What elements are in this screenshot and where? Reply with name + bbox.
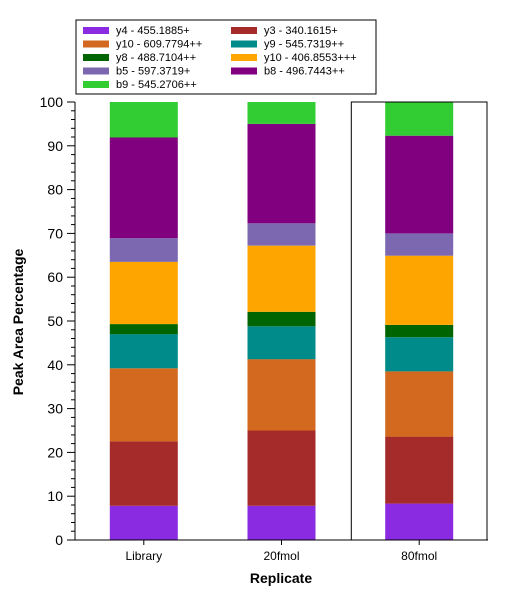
legend-entry-2: y10 - 609.7794++ — [116, 39, 202, 51]
y-tick-label-20: 20 — [47, 444, 63, 460]
bar-segment-library-2[interactable] — [109, 368, 178, 442]
legend-entry-7: b8 - 496.7443++ — [264, 66, 345, 78]
y-axis-title: Peak Area Percentage — [10, 249, 26, 396]
legend-box — [75, 19, 377, 95]
bar-segment-library-0[interactable] — [109, 505, 178, 540]
legend-swatch-8 — [83, 81, 109, 88]
bar-segment-80fmol-0[interactable] — [385, 503, 454, 540]
legend-swatch-3 — [231, 40, 257, 48]
legend-entry-8: b9 - 545.2706++ — [116, 79, 197, 91]
legend-swatch-6 — [83, 67, 109, 75]
y-tick-label-70: 70 — [47, 225, 63, 241]
y-tick-label-10: 10 — [47, 488, 63, 504]
bar-segment-library-8[interactable] — [109, 102, 178, 138]
bar-segment-80fmol-1[interactable] — [385, 436, 454, 504]
y-tick-label-50: 50 — [47, 313, 63, 329]
bar-segment-20fmol-8[interactable] — [247, 102, 316, 124]
y-tick-label-40: 40 — [47, 357, 63, 373]
legend: y4 - 455.1885+ y3 - 340.1615+ y10 - 609.77… — [75, 19, 377, 95]
y-tick-label-100: 100 — [40, 94, 64, 110]
legend-swatch-1 — [231, 27, 257, 34]
bar-segment-20fmol-4[interactable] — [247, 311, 316, 327]
legend-entry-4: y8 - 488.7104++ — [116, 52, 196, 64]
legend-swatch-7 — [231, 67, 257, 75]
bar-segment-80fmol-3[interactable] — [385, 337, 454, 372]
x-tick-label-library: Library — [125, 549, 162, 563]
bar-segment-20fmol-7[interactable] — [247, 123, 316, 224]
legend-entry-0: y4 - 455.1885+ — [116, 25, 190, 37]
x-axis-title: Replicate — [250, 570, 312, 586]
legend-swatch-5 — [231, 54, 257, 61]
legend-swatch-0 — [83, 27, 109, 34]
legend-entry-3: y9 - 545.7319++ — [264, 39, 344, 51]
x-tick-label-20fmol: 20fmol — [263, 549, 299, 563]
y-tick-label-90: 90 — [47, 138, 63, 154]
bar-segment-library-3[interactable] — [109, 334, 178, 369]
bar-segment-20fmol-2[interactable] — [247, 359, 316, 431]
legend-swatch-4 — [83, 54, 109, 61]
bar-segment-20fmol-6[interactable] — [247, 223, 316, 246]
bar-segment-80fmol-2[interactable] — [385, 371, 454, 437]
bar-segment-library-1[interactable] — [109, 441, 178, 506]
bar-segment-library-6[interactable] — [109, 238, 178, 262]
legend-swatch-2 — [83, 40, 109, 48]
x-tick-label-80fmol: 80fmol — [401, 549, 437, 563]
bar-segment-80fmol-5[interactable] — [385, 255, 454, 325]
y-tick-label-60: 60 — [47, 269, 63, 285]
bar-segment-80fmol-7[interactable] — [385, 135, 454, 234]
legend-entry-6: b5 - 597.3719+ — [116, 66, 190, 78]
bar-segment-library-4[interactable] — [109, 324, 178, 335]
bars[interactable] — [109, 101, 488, 541]
bar-segment-library-7[interactable] — [109, 137, 178, 239]
legend-entry-1: y3 - 340.1615+ — [264, 25, 338, 37]
bar-segment-80fmol-4[interactable] — [385, 324, 454, 338]
bar-segment-20fmol-1[interactable] — [247, 430, 316, 506]
y-tick-label-80: 80 — [47, 182, 63, 198]
bar-segment-80fmol-6[interactable] — [385, 233, 454, 256]
bar-segment-20fmol-0[interactable] — [247, 505, 316, 540]
y-tick-label-30: 30 — [47, 401, 63, 417]
y-tick-label-0: 0 — [55, 532, 63, 548]
bar-segment-20fmol-5[interactable] — [247, 245, 316, 312]
bar-segment-20fmol-3[interactable] — [247, 326, 316, 360]
bar-segment-library-5[interactable] — [109, 261, 178, 325]
axes: Library 20fmol 80fmol 0 10 20 30 40 50 60 70 80 90 10… — [40, 94, 488, 563]
legend-entry-5: y10 - 406.8553+++ — [264, 52, 357, 64]
bar-segment-80fmol-8[interactable] — [385, 102, 454, 136]
